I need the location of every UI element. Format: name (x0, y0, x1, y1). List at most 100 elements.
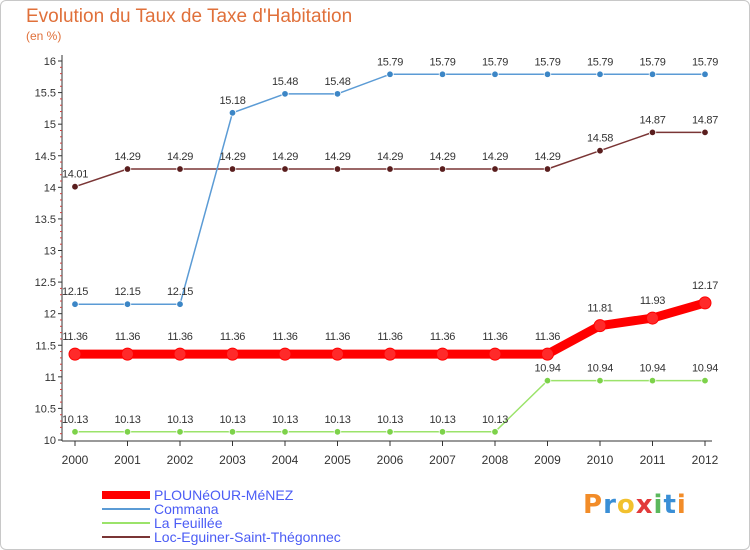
x-tick-label: 2004 (272, 453, 299, 467)
series-point-0 (331, 347, 344, 361)
series-point-3 (596, 146, 604, 155)
series-point-0 (488, 347, 502, 361)
series-point-2 (333, 428, 342, 436)
series-point-3 (701, 128, 709, 137)
x-tick-label: 2005 (324, 453, 351, 467)
legend-label-commana: Commana (154, 500, 219, 517)
series-point-2 (491, 428, 499, 436)
x-tick-label: 2009 (534, 453, 561, 467)
data-label: 14.29 (429, 151, 455, 163)
series-point-0 (593, 319, 607, 333)
series-point-3 (438, 165, 447, 173)
series-point-2 (71, 428, 79, 436)
data-label: 10.13 (219, 414, 245, 426)
x-tick-label: 2003 (219, 453, 246, 467)
series-point-0 (383, 347, 397, 361)
data-label: 15.79 (482, 56, 508, 68)
data-label: 11.36 (62, 331, 87, 343)
series-point-3 (71, 183, 79, 191)
series-point-2 (176, 428, 184, 436)
x-tick-label: 2000 (62, 453, 89, 467)
series-point-2 (438, 428, 447, 436)
data-label: 15.79 (429, 56, 455, 68)
y-tick-label: 12 (44, 309, 56, 321)
series-point-3 (386, 165, 394, 173)
legend-item-loc-eguiner: Loc-Eguiner-Saint-Thégonnec (102, 529, 341, 545)
data-label: 10.13 (167, 414, 193, 426)
series-point-2 (123, 428, 132, 436)
series-point-3 (123, 165, 132, 173)
y-tick-label: 10.5 (35, 403, 56, 415)
data-label: 11.36 (482, 331, 507, 343)
series-point-1 (491, 70, 499, 78)
data-label: 14.01 (62, 169, 88, 181)
data-label: 14.29 (324, 151, 350, 163)
series-point-1 (648, 70, 657, 78)
series-point-0 (226, 347, 239, 361)
x-tick-label: 2011 (640, 453, 666, 467)
data-label: 11.36 (167, 331, 192, 343)
series-point-1 (438, 70, 447, 78)
x-tick-label: 2008 (482, 453, 509, 467)
data-label: 15.79 (692, 56, 718, 68)
chart-unit-label: (en %) (26, 29, 62, 43)
series-point-1 (176, 300, 184, 308)
data-label: 12.15 (114, 286, 140, 298)
y-tick-label: 14 (44, 182, 56, 194)
data-label: 10.94 (534, 363, 560, 375)
series-point-1 (71, 300, 79, 308)
series-point-0 (646, 311, 659, 325)
data-label: 12.17 (692, 280, 718, 292)
y-tick-label: 13.5 (35, 214, 56, 226)
series-point-3 (648, 128, 657, 137)
series-point-1 (228, 109, 237, 117)
y-tick-label: 11 (45, 372, 56, 384)
data-label: 10.13 (377, 414, 403, 426)
data-label: 10.13 (482, 414, 508, 426)
proxiti-logo: Proxiti (583, 490, 687, 520)
data-label: 10.13 (429, 414, 455, 426)
y-tick-label: 14.5 (35, 151, 56, 163)
data-label: 15.48 (324, 76, 350, 88)
legend-item-plouneour-menez: PLOUNéOUR-MéNEZ (102, 487, 293, 503)
series-point-3 (281, 165, 289, 173)
series-point-3 (333, 165, 342, 173)
chart-title: Evolution du Taux de Taxe d'Habitation (26, 6, 353, 27)
data-label: 11.36 (325, 331, 350, 343)
data-label: 15.18 (219, 95, 245, 107)
series-point-1 (596, 70, 604, 78)
data-label: 12.15 (167, 286, 193, 298)
data-label: 14.29 (114, 151, 140, 163)
data-label: 14.29 (167, 151, 193, 163)
data-label: 15.79 (534, 56, 560, 68)
legend-label-la-feuillee: La Feuillée (154, 514, 223, 531)
series-point-2 (701, 376, 709, 385)
x-tick-label: 2010 (587, 453, 614, 467)
data-label: 10.13 (114, 414, 140, 426)
data-label: 11.93 (640, 295, 665, 307)
y-tick-label: 12.5 (35, 277, 56, 289)
x-tick-label: 2002 (167, 453, 194, 467)
data-label: 14.58 (587, 133, 613, 145)
y-tick-label: 11.5 (35, 340, 56, 352)
series-point-3 (543, 165, 552, 173)
data-label: 14.29 (219, 151, 245, 163)
data-label: 15.79 (587, 56, 613, 68)
y-tick-label: 16 (44, 56, 56, 68)
x-tick-label: 2012 (692, 453, 719, 467)
data-label: 14.29 (482, 151, 508, 163)
series-point-0 (278, 347, 292, 361)
data-label: 14.87 (639, 114, 665, 126)
series-point-0 (541, 347, 554, 361)
legend-swatch-plouneour-menez (102, 490, 150, 499)
series-point-0 (68, 347, 82, 361)
data-label: 15.79 (377, 56, 403, 68)
legend-swatch-commana (102, 507, 150, 510)
data-label: 12.15 (62, 286, 88, 298)
series-point-2 (386, 428, 394, 436)
series-point-1 (281, 90, 289, 98)
data-label: 11.36 (272, 331, 297, 343)
series-point-2 (281, 428, 289, 436)
series-point-3 (228, 165, 237, 173)
